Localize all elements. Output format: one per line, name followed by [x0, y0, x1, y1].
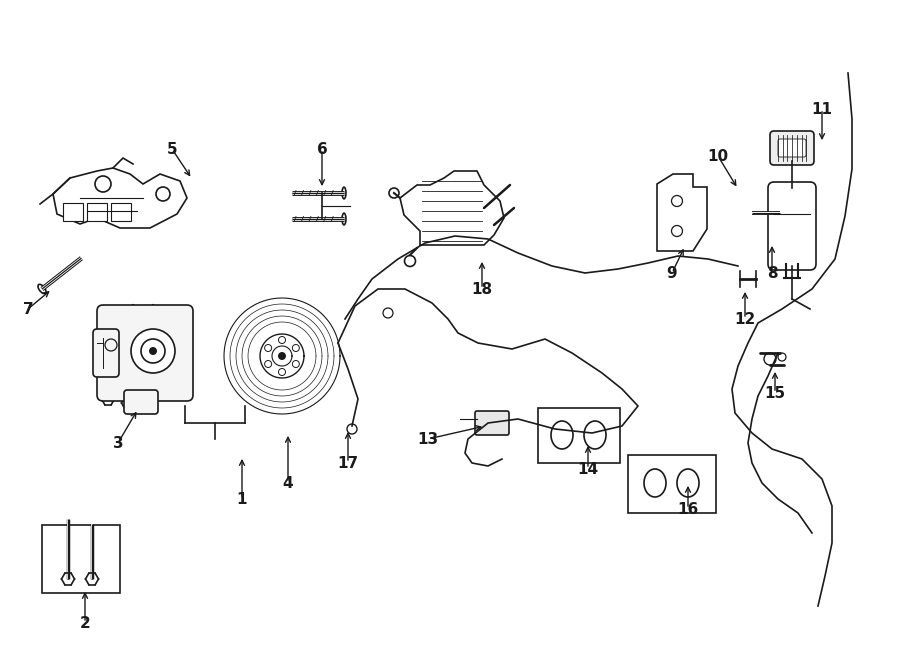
Text: 7: 7: [22, 301, 33, 317]
Text: 13: 13: [418, 432, 438, 446]
Text: 2: 2: [79, 615, 90, 631]
FancyBboxPatch shape: [475, 411, 509, 435]
Ellipse shape: [778, 208, 782, 218]
Bar: [111, 203, 131, 221]
Polygon shape: [400, 171, 504, 245]
Text: 11: 11: [812, 102, 833, 116]
Circle shape: [278, 352, 286, 360]
Ellipse shape: [265, 360, 272, 368]
FancyBboxPatch shape: [93, 329, 119, 377]
Text: 9: 9: [667, 266, 678, 280]
Ellipse shape: [292, 360, 300, 368]
Text: 18: 18: [472, 282, 492, 297]
Bar: [628, 455, 716, 513]
Bar: [87, 203, 107, 221]
Text: 16: 16: [678, 502, 698, 516]
FancyBboxPatch shape: [778, 139, 806, 157]
Text: 3: 3: [112, 436, 123, 451]
Circle shape: [131, 329, 175, 373]
Circle shape: [149, 347, 157, 355]
Ellipse shape: [38, 284, 46, 293]
Ellipse shape: [342, 213, 346, 225]
FancyBboxPatch shape: [124, 390, 158, 414]
Circle shape: [141, 339, 165, 363]
Text: 17: 17: [338, 455, 358, 471]
Text: 1: 1: [237, 492, 248, 506]
Polygon shape: [53, 168, 187, 228]
Text: 4: 4: [283, 475, 293, 490]
Text: 10: 10: [707, 149, 729, 163]
Bar: [538, 408, 620, 463]
FancyBboxPatch shape: [768, 182, 816, 270]
Text: 14: 14: [578, 461, 599, 477]
Bar: [42, 525, 120, 593]
Circle shape: [347, 424, 357, 434]
FancyBboxPatch shape: [97, 305, 193, 401]
Text: 8: 8: [767, 266, 778, 280]
Ellipse shape: [278, 368, 285, 375]
Ellipse shape: [278, 336, 285, 344]
Polygon shape: [657, 174, 707, 251]
Ellipse shape: [342, 187, 346, 199]
Text: 6: 6: [317, 141, 328, 157]
Text: 12: 12: [734, 311, 756, 327]
Text: 5: 5: [166, 141, 177, 157]
FancyBboxPatch shape: [770, 131, 814, 165]
Ellipse shape: [265, 344, 272, 352]
Ellipse shape: [292, 344, 300, 352]
Text: 15: 15: [764, 385, 786, 401]
Bar: [63, 203, 83, 221]
